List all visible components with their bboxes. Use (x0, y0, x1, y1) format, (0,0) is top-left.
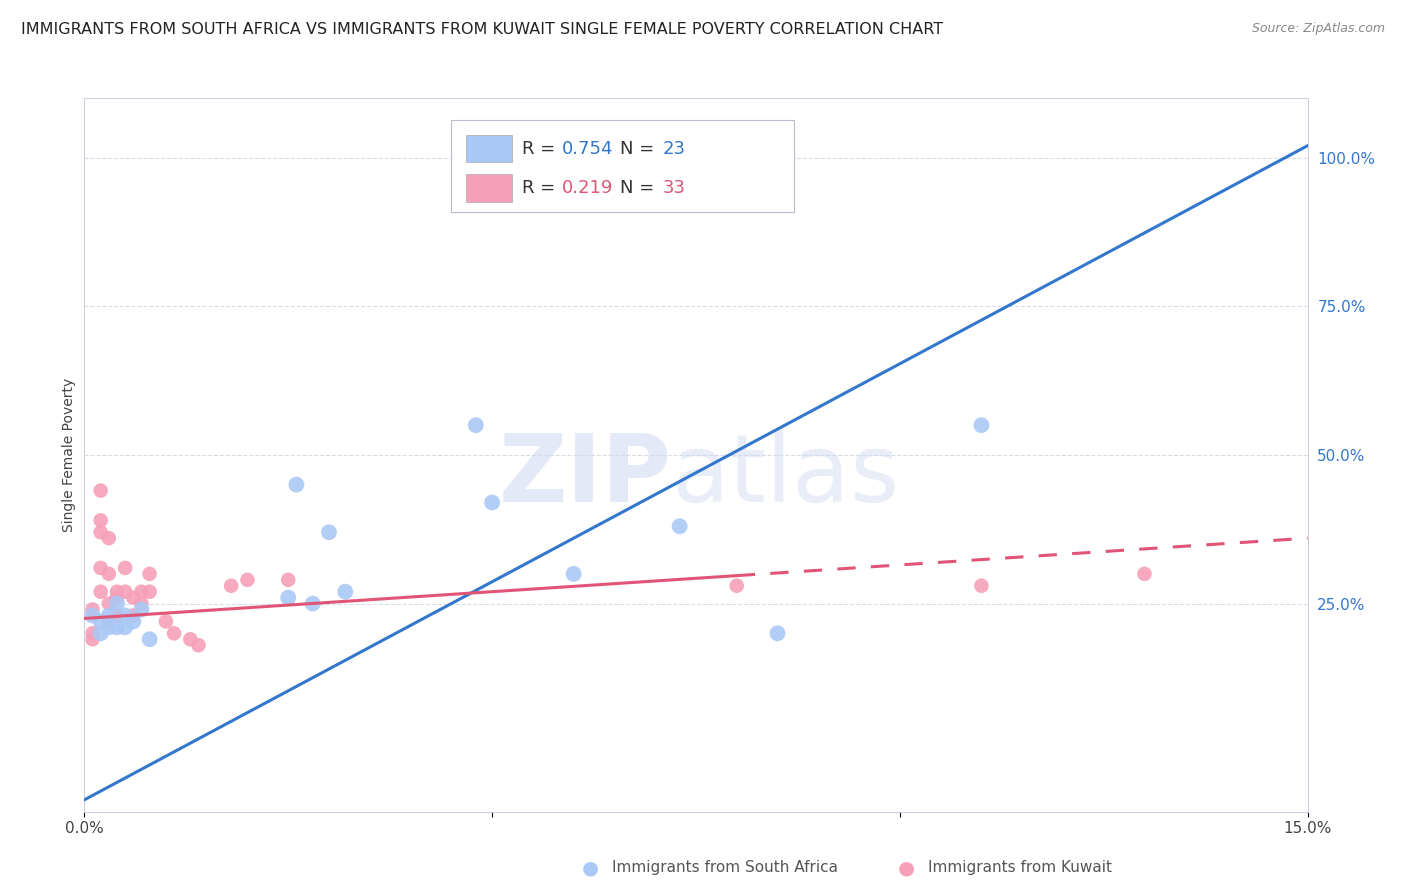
Point (766, 626, 789, 640)
Point (105, 584, 128, 599)
Point (114, 608, 136, 623)
Point (138, 632, 160, 647)
Point (301, 597, 323, 611)
Point (481, 495, 503, 509)
Point (82, 602, 104, 616)
Text: Source: ZipAtlas.com: Source: ZipAtlas.com (1251, 22, 1385, 36)
Point (105, 608, 128, 623)
Point (970, 579, 993, 593)
Point (97, 566, 120, 581)
Point (97, 615, 120, 629)
Point (187, 638, 209, 652)
Point (82, 632, 104, 647)
Point (105, 620, 128, 634)
Text: Immigrants from Kuwait: Immigrants from Kuwait (928, 861, 1112, 875)
Point (82, 608, 104, 623)
Point (277, 573, 299, 587)
Point (335, 584, 357, 599)
Y-axis label: Single Female Poverty: Single Female Poverty (62, 378, 76, 532)
Text: ●: ● (582, 858, 599, 878)
Point (131, 597, 153, 611)
Point (90, 584, 112, 599)
Point (97, 597, 120, 611)
Point (138, 584, 160, 599)
Point (114, 584, 136, 599)
Point (114, 620, 136, 634)
Point (97, 608, 120, 623)
FancyBboxPatch shape (465, 175, 513, 202)
Point (236, 573, 259, 587)
Point (122, 608, 145, 623)
Point (155, 615, 177, 629)
Point (285, 477, 308, 491)
Point (464, 418, 486, 433)
Point (131, 584, 153, 599)
Point (105, 597, 128, 611)
Point (318, 525, 340, 540)
Point (179, 632, 201, 647)
Point (725, 579, 748, 593)
Point (219, 579, 242, 593)
Point (122, 591, 145, 605)
Text: ZIP: ZIP (499, 430, 672, 523)
Point (97, 620, 120, 634)
Point (277, 591, 299, 605)
Point (90, 561, 112, 575)
Point (970, 418, 993, 433)
Point (562, 566, 585, 581)
Text: 0.219: 0.219 (561, 179, 613, 197)
Text: R =: R = (522, 140, 561, 158)
FancyBboxPatch shape (465, 136, 513, 162)
Text: 0.754: 0.754 (561, 140, 613, 158)
Point (1133, 566, 1156, 581)
Point (82, 626, 104, 640)
Text: N =: N = (620, 179, 661, 197)
Point (163, 626, 186, 640)
FancyBboxPatch shape (451, 120, 794, 212)
Point (114, 561, 136, 575)
Text: Immigrants from South Africa: Immigrants from South Africa (612, 861, 838, 875)
Point (90, 525, 112, 540)
Point (90, 513, 112, 527)
Text: 23: 23 (664, 140, 686, 158)
Point (90, 483, 112, 498)
Text: atlas: atlas (672, 430, 900, 523)
Point (122, 615, 145, 629)
Text: N =: N = (620, 140, 661, 158)
Point (138, 566, 160, 581)
Point (131, 602, 153, 616)
Point (90, 615, 112, 629)
Text: R =: R = (522, 179, 561, 197)
Point (90, 626, 112, 640)
Text: IMMIGRANTS FROM SOUTH AFRICA VS IMMIGRANTS FROM KUWAIT SINGLE FEMALE POVERTY COR: IMMIGRANTS FROM SOUTH AFRICA VS IMMIGRAN… (21, 22, 943, 37)
Text: 33: 33 (664, 179, 686, 197)
Point (668, 519, 690, 533)
Point (105, 591, 128, 605)
Text: ●: ● (898, 858, 915, 878)
Point (97, 531, 120, 545)
